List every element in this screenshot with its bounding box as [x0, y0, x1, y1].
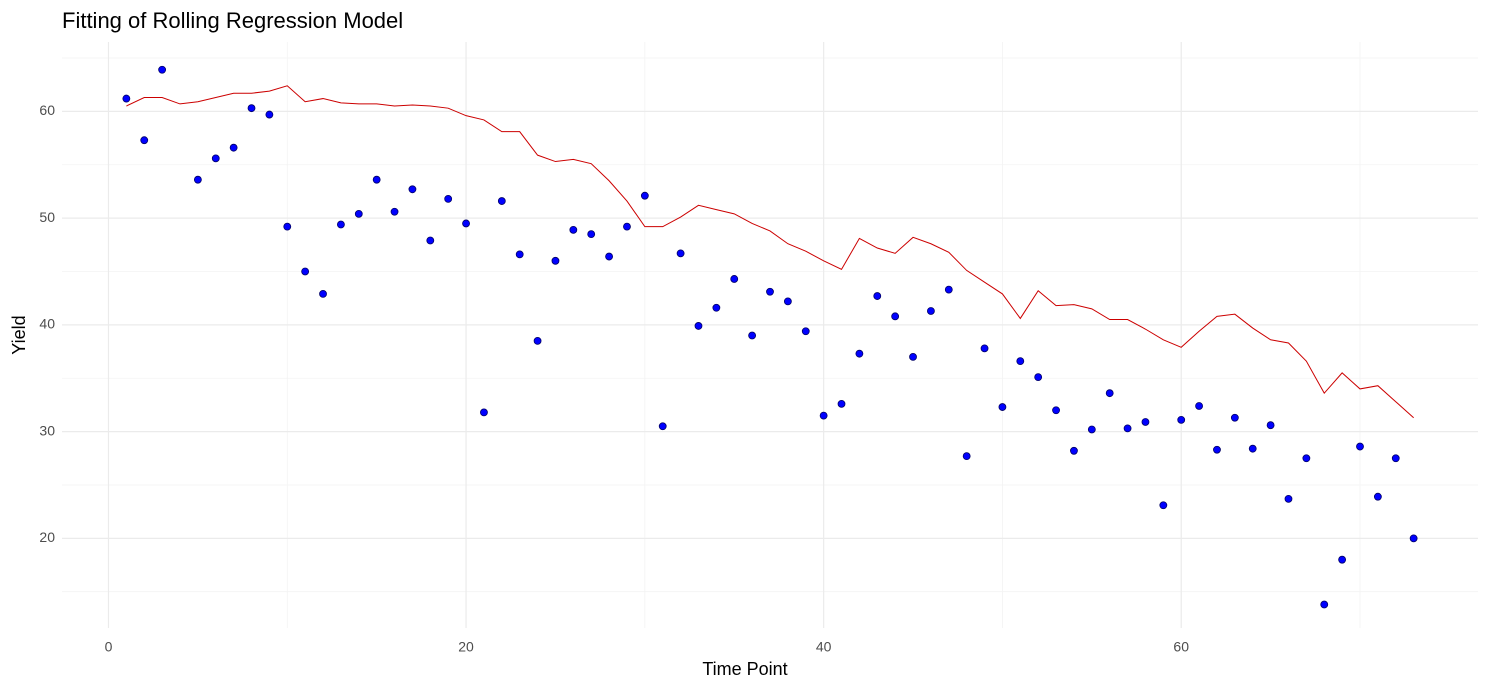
point: [265, 110, 274, 119]
point: [783, 297, 792, 306]
point: [337, 220, 345, 229]
point: [658, 422, 667, 431]
point: [819, 411, 828, 420]
fit-line: [126, 85, 1414, 419]
point: [140, 136, 149, 145]
point: [587, 230, 596, 239]
point: [319, 290, 327, 298]
point: [605, 252, 613, 261]
point: [1320, 600, 1329, 609]
point: [909, 352, 917, 361]
x-tick-label: 40: [816, 639, 832, 655]
point: [801, 327, 810, 336]
point: [1284, 494, 1293, 503]
chart-title: Fitting of Rolling Regression Model: [62, 8, 403, 33]
point: [1338, 555, 1347, 564]
point: [766, 287, 774, 296]
point: [1087, 425, 1096, 434]
point: [891, 312, 900, 321]
point: [1302, 454, 1311, 463]
point: [390, 207, 399, 216]
point: [1195, 402, 1203, 410]
point: [1105, 389, 1114, 398]
point: [408, 185, 417, 194]
point: [1070, 446, 1078, 455]
point: [122, 94, 131, 103]
y-axis-title: Yield: [9, 315, 29, 354]
point: [1266, 421, 1275, 430]
point: [247, 104, 256, 113]
point: [855, 349, 864, 358]
point: [1052, 406, 1060, 415]
point: [1016, 357, 1025, 366]
point: [1177, 415, 1186, 424]
point: [480, 408, 488, 417]
point: [944, 285, 953, 294]
point: [444, 195, 453, 203]
point: [1123, 424, 1132, 433]
point: [1248, 444, 1257, 453]
point: [694, 322, 703, 330]
point: [962, 452, 971, 461]
point: [193, 175, 202, 184]
point: [1409, 534, 1418, 543]
point: [1141, 418, 1150, 426]
point: [676, 249, 685, 258]
point: [211, 154, 220, 163]
point: [623, 222, 631, 231]
point: [998, 403, 1007, 411]
point: [1213, 445, 1221, 454]
point: [1230, 413, 1239, 422]
x-axis-title: Time Point: [702, 659, 787, 679]
x-tick-label: 60: [1173, 639, 1189, 655]
point: [712, 303, 721, 312]
point: [1373, 492, 1382, 501]
point: [748, 331, 757, 340]
point: [283, 222, 292, 231]
point: [569, 225, 578, 234]
point: [980, 344, 989, 353]
point: [837, 399, 846, 408]
point: [730, 275, 739, 283]
x-tick-label: 0: [105, 639, 113, 655]
point: [158, 65, 167, 74]
point: [927, 307, 935, 315]
point: [515, 250, 524, 259]
point: [533, 336, 542, 345]
point: [372, 175, 381, 184]
y-tick-label: 40: [39, 316, 55, 332]
y-tick-label: 50: [39, 209, 55, 225]
y-tick-label: 20: [39, 529, 55, 545]
point: [426, 236, 435, 245]
point: [1356, 442, 1364, 451]
y-tick-label: 30: [39, 422, 55, 438]
point: [551, 256, 560, 265]
point: [229, 143, 238, 152]
point: [640, 191, 649, 200]
point: [873, 292, 882, 300]
point: [1159, 501, 1168, 510]
x-tick-label: 20: [458, 639, 474, 655]
point: [462, 219, 470, 228]
point: [1391, 454, 1400, 463]
point: [301, 267, 310, 276]
point: [354, 209, 363, 218]
point: [1034, 373, 1043, 382]
y-tick-label: 60: [39, 102, 55, 118]
point: [497, 197, 506, 205]
